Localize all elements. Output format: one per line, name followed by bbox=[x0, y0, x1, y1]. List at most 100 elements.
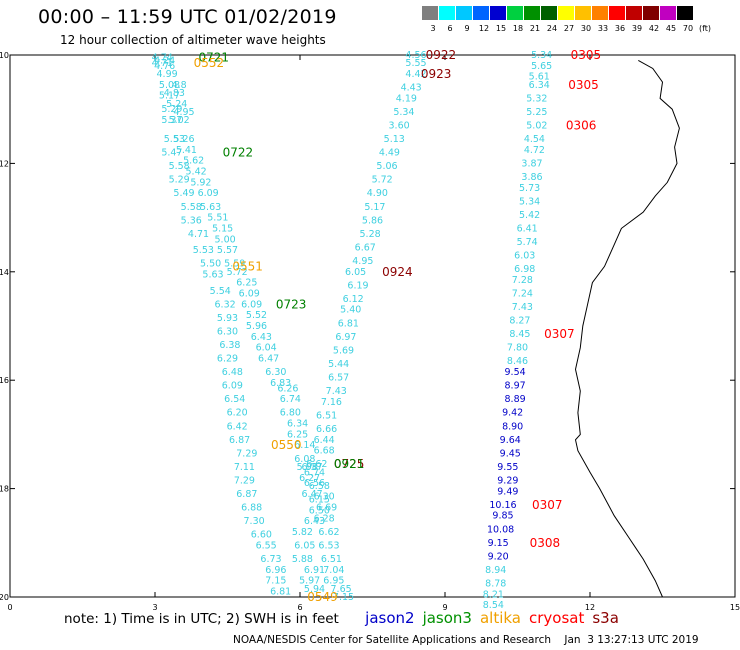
wave-height-value: 6.15 bbox=[309, 494, 330, 505]
wave-height-value: 6.04 bbox=[256, 343, 277, 354]
wave-height-value: 4.43 bbox=[401, 83, 422, 94]
x-tick-label: 0 bbox=[7, 603, 12, 612]
satellite-jason2: jason2 bbox=[365, 609, 415, 627]
wave-height-value: 5.02 bbox=[169, 115, 190, 126]
legend-label: 33 bbox=[597, 24, 609, 33]
y-tick-label: -18 bbox=[0, 485, 9, 494]
legend-swatch bbox=[473, 6, 490, 20]
wave-height-value: 6.47 bbox=[258, 354, 279, 365]
wave-height-value: 6.41 bbox=[517, 223, 538, 234]
satellite-jason3: jason3 bbox=[422, 609, 472, 627]
wave-height-value: 5.17 bbox=[364, 202, 385, 213]
wave-height-value: 5.28 bbox=[360, 229, 381, 240]
wave-height-value: 5.55 bbox=[405, 58, 426, 69]
legend-label: 12 bbox=[478, 24, 490, 33]
wave-height-value: 5.02 bbox=[526, 120, 547, 131]
legend-swatch bbox=[609, 6, 626, 20]
wave-height-value: 4.72 bbox=[524, 145, 545, 156]
legend-swatch bbox=[422, 6, 439, 20]
wave-height-value: 5.42 bbox=[519, 210, 540, 221]
legend-swatch bbox=[507, 6, 524, 20]
wave-height-value: 6.12 bbox=[343, 294, 364, 305]
wave-height-value: 6.51 bbox=[321, 554, 342, 565]
wave-height-value: 7.65 bbox=[331, 584, 352, 595]
wave-height-value: 5.73 bbox=[519, 183, 540, 194]
legend-label: 36 bbox=[614, 24, 626, 33]
wave-height-value: 4.71 bbox=[152, 58, 173, 69]
wave-height-value: 7.29 bbox=[234, 475, 255, 486]
wave-height-value: 9.54 bbox=[505, 367, 526, 378]
wave-height-value: 7.29 bbox=[236, 448, 257, 459]
wave-height-value: 6.74 bbox=[304, 467, 325, 478]
wave-height-value: 5.92 bbox=[190, 177, 211, 188]
satellite-tracks: 4.744.244.714.764.995.084.84.835.175.245… bbox=[152, 50, 553, 611]
wave-height-value: 6.53 bbox=[318, 541, 339, 552]
wave-height-value: 5.49 bbox=[173, 188, 194, 199]
wave-height-value: 6.73 bbox=[260, 554, 281, 565]
wave-height-value: 6.62 bbox=[306, 459, 327, 470]
wave-height-value: 5.24 bbox=[166, 99, 187, 110]
legend-label: 3 bbox=[430, 24, 436, 33]
wave-height-value: 6.25 bbox=[287, 429, 308, 440]
wave-height-value: 8.27 bbox=[509, 316, 530, 327]
wave-height-value: 7.30 bbox=[244, 516, 265, 527]
wave-height-value: 5.58 bbox=[181, 202, 202, 213]
legend-label: 45 bbox=[665, 24, 677, 33]
wave-height-value: 4.74 bbox=[152, 53, 173, 64]
wave-height-value: 5.08 bbox=[159, 80, 180, 91]
satellite-cryosat: cryosat bbox=[529, 609, 585, 627]
y-tick-label: -12 bbox=[0, 159, 9, 168]
legend-label: 42 bbox=[648, 24, 660, 33]
wave-height-value: 7.04 bbox=[323, 565, 344, 576]
wave-height-value: 4.83 bbox=[164, 88, 185, 99]
wave-height-value: 4.49 bbox=[379, 148, 400, 159]
wave-height-value: 5.42 bbox=[186, 167, 207, 178]
wave-height-value: 9.20 bbox=[488, 551, 509, 562]
y-tick-label: -10 bbox=[0, 51, 9, 60]
wave-height-value: 6.91 bbox=[304, 565, 325, 576]
wave-height-value: 4.95 bbox=[173, 107, 194, 118]
wave-height-value: 8.45 bbox=[509, 329, 530, 340]
wave-height-value: 5.69 bbox=[333, 345, 354, 356]
legend-label: 9 bbox=[464, 24, 470, 33]
legend-label: (ft) bbox=[698, 24, 712, 33]
wave-height-value: 6.54 bbox=[224, 394, 245, 405]
wave-height-value: 8.94 bbox=[485, 565, 506, 576]
wave-height-value: 6.57 bbox=[328, 372, 349, 383]
wave-height-value: 5.98 bbox=[297, 462, 318, 473]
legend-label: 24 bbox=[546, 24, 558, 33]
legend-color-bar bbox=[422, 6, 694, 20]
legend-swatch bbox=[660, 6, 677, 20]
wave-height-value: 8.46 bbox=[507, 356, 528, 367]
pass-time-label: 0305 bbox=[571, 48, 602, 62]
wave-height-value: 5.54 bbox=[210, 286, 231, 297]
legend-label: 70 bbox=[682, 24, 694, 33]
wave-height-value: 6.03 bbox=[514, 251, 535, 262]
wave-height-value: 5.34 bbox=[531, 50, 552, 61]
coastline-path bbox=[574, 59, 680, 598]
wave-height-value: 9.29 bbox=[497, 475, 518, 486]
wave-height-value: 5.40 bbox=[340, 305, 361, 316]
wave-height-value: 6.58 bbox=[309, 481, 330, 492]
pass-time-label: 0722 bbox=[223, 146, 254, 160]
wave-height-value: 10.08 bbox=[487, 524, 514, 535]
wave-height-value: 5.36 bbox=[181, 215, 202, 226]
pass-time-label: 0924 bbox=[382, 265, 413, 279]
wave-height-value: 5.65 bbox=[531, 61, 552, 72]
wave-height-value: 8.89 bbox=[505, 394, 526, 405]
wave-height-value: 6.38 bbox=[219, 340, 240, 351]
wave-height-value: 6.60 bbox=[251, 530, 272, 541]
legend-swatch bbox=[558, 6, 575, 20]
x-tick-label: 3 bbox=[152, 603, 157, 612]
legend-swatch bbox=[575, 6, 592, 20]
legend-swatch bbox=[541, 6, 558, 20]
wave-height-value: 6.44 bbox=[314, 435, 335, 446]
wave-height-value: 5.53 bbox=[164, 134, 185, 145]
wave-height-value: 6.42 bbox=[227, 421, 248, 432]
wave-height-value: 8.90 bbox=[502, 421, 523, 432]
wave-height-value: 6.62 bbox=[318, 527, 339, 538]
wave-height-value: 7.15 bbox=[265, 576, 286, 587]
wave-height-value: 5.72 bbox=[227, 267, 248, 278]
wave-height-value: 4.54 bbox=[524, 134, 545, 145]
wave-height-value: 4.42 bbox=[405, 69, 426, 80]
